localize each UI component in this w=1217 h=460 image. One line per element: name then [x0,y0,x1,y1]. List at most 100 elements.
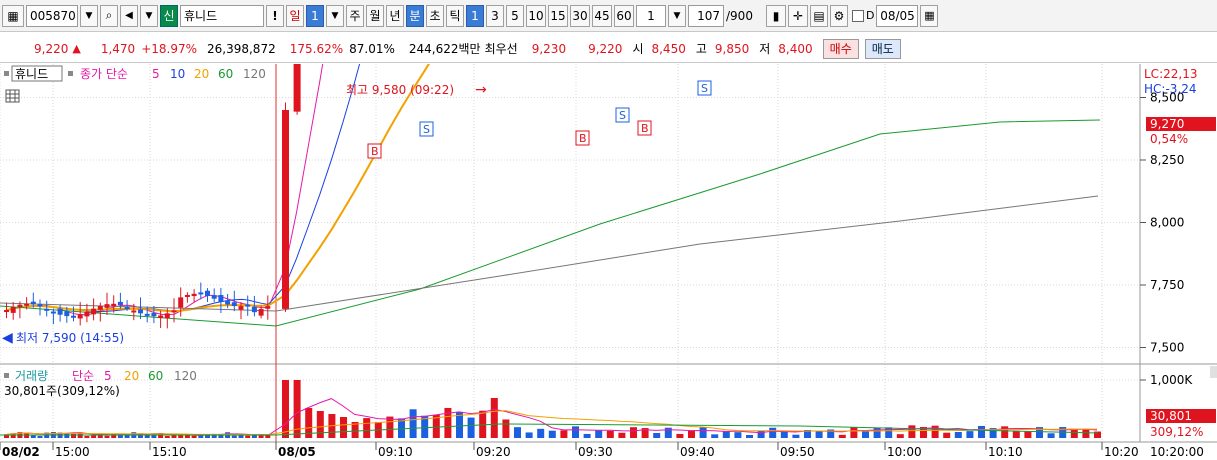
candle-body [131,310,137,313]
minute-3-button[interactable]: 3 [486,4,504,27]
legend-ma20: 20 [194,67,209,81]
ma20-line [6,64,430,313]
minute-60-button[interactable]: 60 [614,4,634,27]
period-tick-button[interactable]: 틱 [446,4,464,27]
volume-info: 30,801주(309,12%) [4,384,120,398]
change-rate: +18.97% [141,41,197,56]
crosshair-icon[interactable]: ✛ [788,4,808,27]
minute-15-button[interactable]: 15 [548,4,568,27]
signal-label: B [371,145,379,158]
volume-bar [211,433,217,438]
calendar-icon[interactable]: ▦ [920,4,939,27]
period-day-button[interactable]: 일 [286,4,304,27]
buy-button[interactable]: 매수 [822,38,859,59]
candle-body [111,303,117,307]
period-year-button[interactable]: 년 [386,4,404,27]
minute-10-button[interactable]: 10 [526,4,546,27]
x-tick-label: 09:40 [680,445,715,459]
volume-bar [490,398,498,438]
price-chart[interactable]: B S S B B S 휴니드 종가 단순 5 10 20 60 120 최고 9,580… [0,64,1217,460]
volume-bar [943,432,951,438]
candle-body [184,294,190,297]
day-count-field[interactable]: 1 [306,4,324,27]
candle-body [293,64,301,112]
minute-45-button[interactable]: 45 [592,4,612,27]
chart-menu-icon[interactable]: ▦ [2,4,24,27]
volume-legend-ma60: 60 [148,369,163,383]
alert-button[interactable]: ! [266,4,284,27]
ma5-line [6,64,324,316]
legend-stock-name: 휴니드 [15,67,48,81]
volume-bar [664,427,672,438]
sell-signal-icon [697,80,712,96]
volume-bar [1094,431,1101,438]
volume-ma60-line [0,423,1099,436]
candle-body [158,315,164,319]
volume-bar [282,380,289,438]
volume-bar [258,435,264,438]
current-volume-rate: 309,12% [1150,425,1203,439]
scrollbar-handle[interactable] [1210,366,1217,378]
volume-bar [171,435,177,438]
candle-body [164,313,170,319]
volume-bar [84,435,90,438]
dropdown-icon[interactable]: ▼ [80,4,98,27]
volume-bar [734,432,742,438]
minute-5-button[interactable]: 5 [506,4,524,27]
period-second-button[interactable]: 초 [426,4,444,27]
x-tick-label: 09:20 [476,445,511,459]
unit-select[interactable]: 1 [636,4,666,27]
volume-bar [117,434,123,438]
checkbox-icon[interactable] [852,9,864,22]
candle-type-icon[interactable]: ▮ [766,4,786,27]
volume-bar [409,409,417,438]
volume-bar [293,380,301,438]
volume-bar [908,425,916,438]
period-week-button[interactable]: 주 [346,4,364,27]
minute-1-button[interactable]: 1 [466,4,484,27]
speaker-icon[interactable]: ◀ [120,4,138,27]
dropdown-icon[interactable]: ▼ [326,4,344,27]
volume-bar [583,433,591,438]
gear-icon[interactable]: ⚙ [830,4,848,27]
volume-bar [218,433,224,438]
minute-30-button[interactable]: 30 [570,4,590,27]
volume-bar [885,427,893,438]
dropdown-icon[interactable]: ▼ [668,4,686,27]
current-volume-box [1146,409,1216,423]
volume-bar [138,433,143,438]
x-tick-label: 08/05 [278,445,316,459]
volume-bar [606,430,614,438]
volume-bar [479,410,487,438]
volume-bar [850,427,858,438]
open-label: 시 [632,42,644,56]
period-month-button[interactable]: 월 [366,4,384,27]
candle-body [238,306,244,310]
candle-body [171,310,177,313]
current-price-label: 9,270 [1150,117,1184,131]
buy-signal-icon [637,120,652,136]
volume-legend-ma20: 20 [124,369,139,383]
candle-body [282,110,289,309]
low-marker: 최저 7,590 (14:55) [16,331,124,345]
save-icon[interactable]: ▤ [810,4,828,27]
volume-bar [1024,431,1032,438]
bar-count-input[interactable]: 107 [688,4,724,27]
volume-bar [198,434,204,438]
volume-bar [966,431,974,438]
volume-bar [1001,426,1009,438]
period-minute-button[interactable]: 분 [406,4,424,27]
volume-ma-lines [0,398,1099,436]
search-icon[interactable]: ⌕ [100,4,118,27]
volume-bar [351,421,359,438]
date-input[interactable]: 08/05 [876,4,919,27]
stock-name-field[interactable]: 휴니드 [180,4,264,27]
dropdown-icon[interactable]: ▼ [140,4,158,27]
low-label: 저 [759,42,771,56]
table-icon[interactable] [5,89,20,103]
stock-code-input[interactable]: 005870 [26,4,78,27]
sell-button[interactable]: 매도 [864,38,901,59]
x-tick-label: 09:10 [378,445,413,459]
ma60-line [0,119,1101,327]
volume-bar [641,428,649,438]
